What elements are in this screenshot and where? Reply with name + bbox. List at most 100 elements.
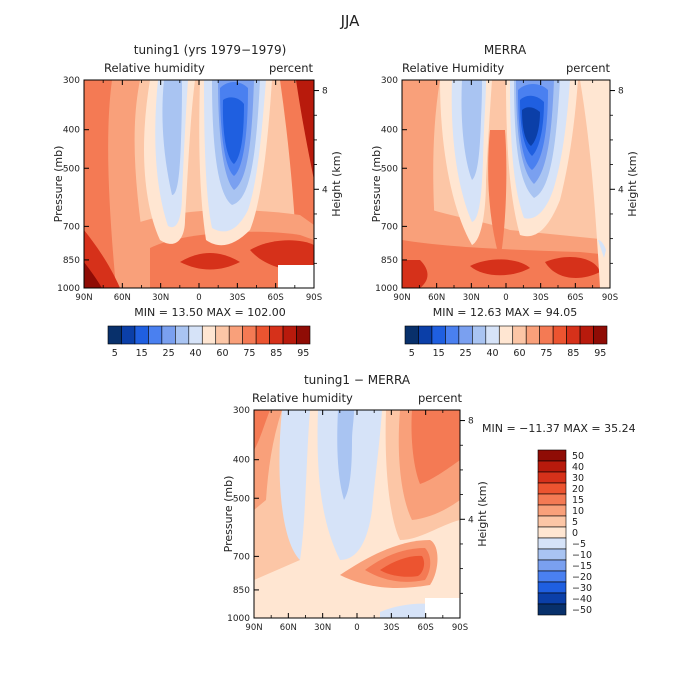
- colorbar-swatch: [215, 325, 230, 345]
- min-max-stats: MIN = −11.37 MAX = 35.24: [482, 422, 636, 435]
- y-tick-label: 850: [381, 256, 398, 266]
- colorbar-label: 75: [540, 348, 552, 359]
- colorbar-swatch: [472, 325, 487, 345]
- height-tick-label: 8: [468, 417, 474, 427]
- colorbar-swatch: [282, 325, 297, 345]
- colorbar-swatch: [201, 325, 217, 345]
- colorbar-swatch: [537, 449, 567, 462]
- colorbar-swatch: [537, 548, 567, 561]
- y-tick-label: 500: [63, 164, 80, 174]
- colorbar-swatch: [537, 592, 567, 605]
- colorbar-swatch: [537, 493, 567, 506]
- colorbar-swatch: [512, 325, 527, 345]
- colorbar-label: −20: [572, 572, 592, 583]
- figure-title: JJA: [340, 12, 361, 30]
- colorbar-label: 95: [594, 348, 606, 359]
- y-tick-label: 400: [381, 126, 398, 136]
- colorbar-swatch: [188, 325, 203, 345]
- panel-title: MERRA: [484, 43, 527, 57]
- panel-title: tuning1 (yrs 1979−1979): [134, 43, 287, 57]
- colorbar: 5 15 25 40 60 75 85 95: [404, 325, 608, 359]
- colorbar-label: −5: [572, 539, 586, 550]
- y-axis-label: Pressure (mb): [52, 146, 65, 223]
- panel-tuning1: tuning1 (yrs 1979−1979) Relative humidit…: [52, 43, 343, 359]
- min-max-stats: MIN = 13.50 MAX = 102.00: [134, 306, 285, 319]
- colorbar-label: 5: [572, 517, 578, 528]
- y-tick-label: 1000: [227, 614, 250, 624]
- colorbar-swatch: [537, 504, 567, 517]
- x-tick-label: 60S: [418, 623, 434, 633]
- x-tick-label: 30S: [383, 623, 399, 633]
- colorbar-swatch: [566, 325, 581, 345]
- axes: 90N 60N 30N 0 30S 60S 90S 300 400 500 700 850 1000 8 4…: [222, 406, 489, 633]
- y-axis-label-right: Height (km): [330, 151, 343, 217]
- colorbar-label: 40: [486, 348, 498, 359]
- colorbar-swatch: [445, 325, 460, 345]
- x-tick-label: 90N: [245, 623, 262, 633]
- colorbar-swatch: [539, 325, 554, 345]
- x-tick-label: 60N: [428, 293, 445, 303]
- colorbar-swatch: [121, 325, 136, 345]
- colorbar-label: 5: [112, 348, 118, 359]
- axes: 90N 60N 30N 0 30S 60S 90S 300 400 500 700 850 1000 8 4…: [52, 76, 343, 303]
- colorbar-swatch: [255, 325, 270, 345]
- colorbar-swatch: [537, 537, 567, 550]
- colorbar-label: 15: [433, 348, 445, 359]
- height-tick-label: 4: [468, 515, 474, 525]
- axes: 90N 60N 30N 0 30S 60S 90S 300 400 500 700 850 1000 8 4…: [370, 76, 639, 303]
- y-tick-label: 850: [233, 586, 250, 596]
- panel-subtitle-right: percent: [418, 391, 463, 405]
- colorbar-swatch: [107, 325, 122, 345]
- difference-field: [254, 410, 460, 618]
- colorbar-swatch: [537, 515, 567, 528]
- colorbar-swatch: [579, 325, 594, 345]
- colorbar-swatch: [269, 325, 284, 345]
- colorbar-label: −15: [572, 561, 592, 572]
- colorbar-swatch: [404, 325, 419, 345]
- height-tick-label: 8: [322, 87, 328, 97]
- colorbar-swatch: [537, 526, 567, 539]
- colorbar-label: 40: [572, 462, 584, 473]
- colorbar-swatch: [161, 325, 176, 345]
- x-tick-label: 30N: [314, 623, 331, 633]
- panel-subtitle-left: Relative Humidity: [402, 61, 504, 75]
- y-tick-label: 300: [63, 76, 80, 86]
- colorbar-swatch: [498, 325, 514, 345]
- colorbar-swatch: [228, 325, 243, 345]
- panel-subtitle-left: Relative humidity: [104, 61, 205, 75]
- y-tick-label: 400: [63, 126, 80, 136]
- colorbar-swatch: [537, 460, 567, 473]
- x-tick-label: 30N: [463, 293, 480, 303]
- colorbar-swatch: [537, 603, 567, 616]
- colorbar-label: −30: [572, 583, 592, 594]
- height-tick-label: 4: [618, 185, 624, 195]
- colorbar-swatch: [537, 570, 567, 583]
- colorbar-swatch: [593, 325, 608, 345]
- colorbar-swatch: [175, 325, 190, 345]
- y-axis-label: Pressure (mb): [222, 476, 235, 553]
- colorbar-swatch: [537, 559, 567, 572]
- colorbar-swatch: [485, 325, 500, 345]
- y-tick-label: 1000: [375, 284, 398, 294]
- y-axis-label-right: Height (km): [626, 151, 639, 217]
- x-tick-label: 60S: [567, 293, 583, 303]
- relative-humidity-field: [402, 80, 610, 288]
- x-tick-label: 30S: [533, 293, 549, 303]
- y-tick-label: 1000: [57, 284, 80, 294]
- panel-subtitle-right: percent: [269, 61, 314, 75]
- colorbar-label: 25: [163, 348, 175, 359]
- relative-humidity-field: [84, 80, 314, 288]
- colorbar-swatch: [537, 581, 567, 594]
- y-tick-label: 700: [233, 552, 250, 562]
- colorbar-label: 20: [572, 484, 584, 495]
- x-tick-label: 90N: [75, 293, 92, 303]
- y-tick-label: 300: [233, 406, 250, 416]
- y-tick-label: 850: [63, 256, 80, 266]
- colorbar-label: 75: [243, 348, 255, 359]
- panel-subtitle-right: percent: [566, 61, 611, 75]
- height-tick-label: 4: [322, 185, 328, 195]
- colorbar-label: 25: [460, 348, 472, 359]
- panel-title: tuning1 − MERRA: [304, 373, 411, 387]
- x-tick-label: 90N: [393, 293, 410, 303]
